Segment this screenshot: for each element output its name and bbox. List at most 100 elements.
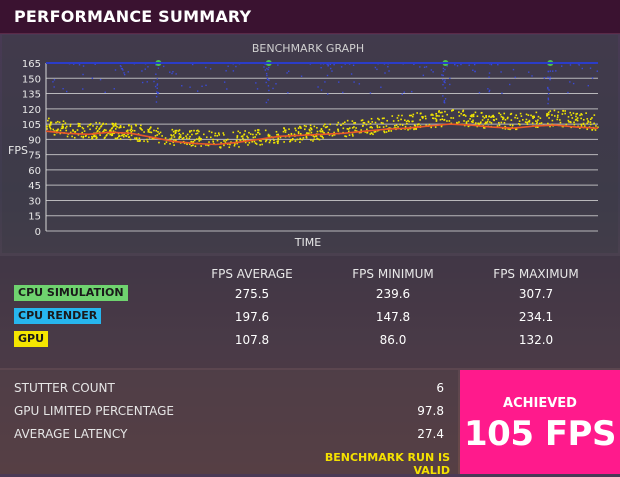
gpu-point bbox=[407, 129, 409, 131]
gpu-point bbox=[190, 129, 193, 132]
gpu-point bbox=[300, 127, 302, 129]
y-tick-label: 30 bbox=[28, 196, 41, 207]
gpu-point bbox=[474, 111, 477, 114]
cpu-point bbox=[329, 63, 332, 66]
gpu-point bbox=[416, 112, 418, 114]
gpu-point bbox=[240, 135, 243, 138]
gpu-point bbox=[133, 129, 136, 132]
gpu-point bbox=[247, 136, 249, 139]
cpu-spike-point bbox=[154, 85, 157, 88]
cpu-point bbox=[78, 64, 81, 66]
gpu-point bbox=[551, 119, 554, 122]
gpu-point bbox=[470, 114, 473, 116]
gpu-point bbox=[82, 135, 85, 138]
gpu-point bbox=[575, 113, 578, 115]
gpu-point bbox=[128, 136, 131, 138]
column-header-fps-maximum: FPS MAXIMUM bbox=[493, 267, 579, 281]
gpu-point bbox=[149, 131, 151, 133]
gpu-point bbox=[257, 131, 259, 134]
gpu-point bbox=[157, 131, 159, 133]
gpu-point bbox=[208, 141, 210, 143]
gpu-point bbox=[533, 115, 535, 118]
gpu-point bbox=[502, 117, 505, 119]
gpu-point bbox=[56, 129, 59, 131]
cpu-point bbox=[560, 65, 563, 67]
gpu-point bbox=[365, 123, 368, 126]
gpu-point bbox=[348, 127, 351, 129]
gpu-point bbox=[441, 111, 443, 114]
gpu-point bbox=[185, 137, 188, 139]
gpu-point bbox=[585, 112, 587, 114]
y-tick-label: 75 bbox=[28, 151, 41, 162]
gpu-point bbox=[472, 119, 474, 122]
gpu-point bbox=[113, 125, 115, 127]
gpu-point bbox=[415, 128, 417, 130]
gpu-point bbox=[421, 116, 423, 118]
gpu-point bbox=[374, 130, 377, 133]
gpu-point bbox=[576, 112, 578, 115]
gpu-point bbox=[98, 128, 100, 130]
gpu-point bbox=[219, 146, 222, 148]
gpu-point bbox=[210, 131, 213, 134]
gpu-point bbox=[196, 132, 199, 135]
gpu-point bbox=[333, 134, 336, 136]
cpu-point bbox=[353, 81, 355, 83]
gpu-point bbox=[535, 122, 538, 125]
gpu-point bbox=[170, 137, 173, 139]
gpu-point bbox=[328, 128, 331, 131]
cpu-spike-point bbox=[156, 87, 158, 89]
cpu-point bbox=[449, 77, 451, 80]
gpu-point bbox=[325, 126, 328, 129]
gpu-point bbox=[242, 139, 245, 141]
cpu-point bbox=[286, 72, 288, 74]
gpu-point bbox=[254, 129, 257, 132]
gpu-point bbox=[490, 122, 493, 124]
gpu-point bbox=[116, 137, 119, 139]
gpu-point bbox=[198, 130, 200, 133]
gpu-point bbox=[216, 134, 219, 137]
gpu-point bbox=[360, 129, 362, 131]
cpu-point bbox=[350, 73, 353, 75]
gpu-point bbox=[299, 138, 302, 141]
gpu-point bbox=[254, 136, 256, 138]
gpu-point bbox=[165, 141, 168, 143]
cpu-point bbox=[53, 86, 55, 88]
gpu-point bbox=[186, 133, 189, 136]
gpu-point bbox=[351, 120, 354, 122]
gpu-point bbox=[400, 118, 402, 121]
cpu-point bbox=[331, 70, 333, 72]
page-title: PERFORMANCE SUMMARY bbox=[14, 7, 252, 26]
gpu-point bbox=[282, 130, 285, 133]
gpu-fps-average: 107.8 bbox=[234, 333, 270, 347]
gpu-point bbox=[175, 129, 178, 132]
gpu-point bbox=[450, 117, 452, 119]
gpu-point bbox=[105, 134, 108, 137]
gpu-point bbox=[198, 140, 201, 142]
gpu-point bbox=[247, 144, 249, 146]
gpu-point bbox=[328, 134, 331, 136]
cpu-point bbox=[528, 71, 530, 73]
gpu-point bbox=[249, 133, 252, 135]
gpu-point bbox=[200, 138, 202, 140]
gpu-point bbox=[77, 125, 80, 128]
gpu-point bbox=[216, 139, 219, 142]
gpu-point bbox=[391, 115, 394, 117]
gpu-point bbox=[312, 140, 314, 142]
gpu-point bbox=[586, 122, 588, 125]
gpu-point bbox=[525, 113, 528, 116]
cpu-point bbox=[369, 92, 372, 94]
cpu-point bbox=[487, 88, 489, 90]
gpu-point bbox=[257, 129, 260, 131]
cpu-point bbox=[171, 72, 173, 75]
gpu-limited-percentage-value: 97.8 bbox=[417, 404, 444, 418]
gpu-point bbox=[76, 129, 79, 131]
gpu-point bbox=[119, 138, 122, 140]
gpu-point bbox=[498, 112, 500, 114]
gpu-point bbox=[589, 118, 592, 121]
gpu-point bbox=[53, 133, 56, 136]
cpu-simulation-fps-maximum: 307.7 bbox=[518, 287, 554, 301]
gpu-point bbox=[258, 133, 261, 135]
gpu-point bbox=[460, 112, 462, 115]
gpu-point bbox=[395, 124, 398, 126]
gpu-point bbox=[493, 119, 495, 122]
